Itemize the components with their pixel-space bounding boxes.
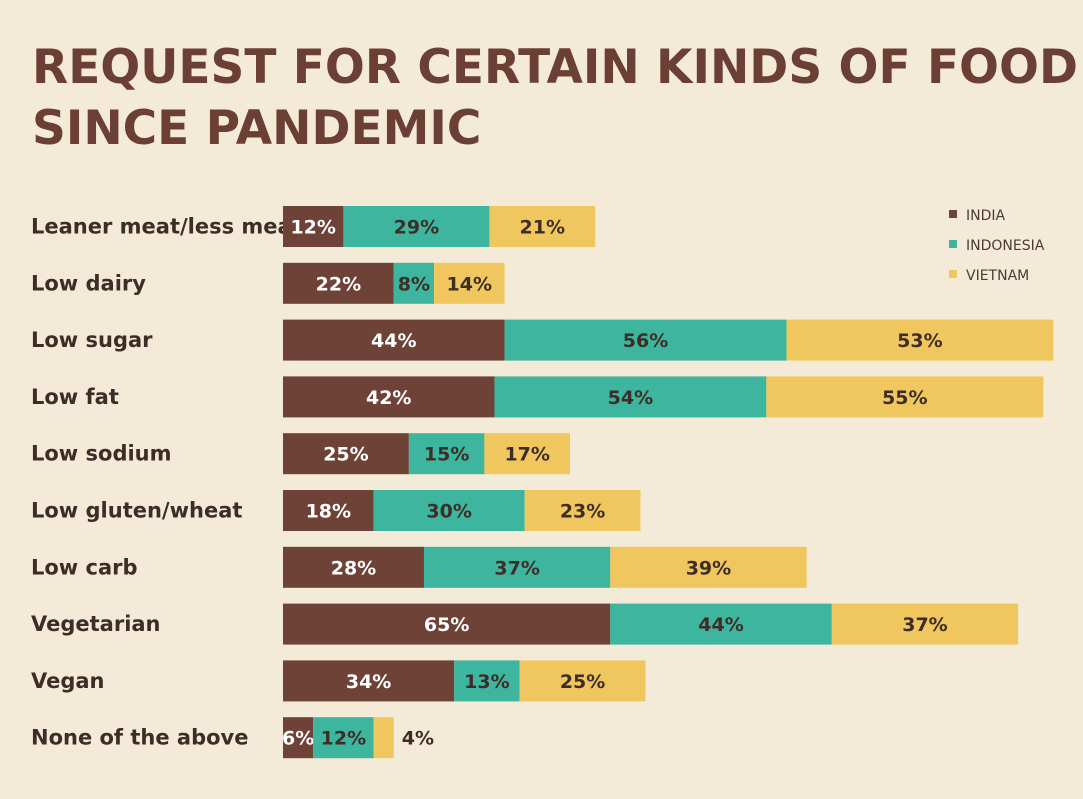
category-label-low-sugar: Low sugar [31,328,153,352]
chart-title-line-2: SINCE PANDEMIC [32,101,482,156]
legend-label-india: INDIA [966,208,1006,224]
bar-none-of-the-above-vietnam [373,717,394,759]
bar-vegetarian-india [283,603,611,645]
bar-low-gluten-wheat-indonesia [373,490,525,531]
bar-vegan-indonesia [454,660,520,702]
data-label-low-fat-vietnam: 55% [882,387,927,409]
data-label-vegan-vietnam: 25% [560,671,605,693]
data-label-vegetarian-vietnam: 37% [902,614,947,636]
bar-leaner-meat-less-meat-india [283,206,344,247]
bar-low-carb-vietnam [610,546,807,588]
data-label-low-sodium-indonesia: 15% [424,444,469,466]
bar-low-dairy-indonesia [393,262,435,304]
data-label-low-sugar-vietnam: 53% [897,330,942,352]
chart-title-line-1: REQUEST FOR CERTAIN KINDS OF FOOD [32,40,1078,95]
data-label-none-of-the-above-india: 6% [282,728,314,750]
bar-low-sugar-indonesia [504,319,787,361]
bar-low-dairy-india [283,262,394,304]
bar-low-sodium-vietnam [484,433,570,475]
data-label-none-of-the-above-vietnam: 4% [402,728,434,750]
data-label-low-gluten-wheat-vietnam: 23% [560,501,605,523]
category-label-none-of-the-above: None of the above [31,726,249,750]
data-label-low-gluten-wheat-india: 18% [306,501,351,523]
legend-swatch-india [949,210,957,218]
data-label-low-sugar-india: 44% [371,330,416,352]
data-label-leaner-meat-less-meat-india: 12% [290,217,335,239]
data-label-low-sugar-indonesia: 56% [623,330,668,352]
bar-low-dairy-vietnam [434,262,505,304]
bar-low-sodium-india [283,433,409,475]
data-label-low-dairy-vietnam: 14% [447,273,492,295]
bar-vegan-india [283,660,455,702]
data-label-vegan-indonesia: 13% [464,671,509,693]
bar-low-carb-indonesia [423,546,611,588]
category-label-low-carb: Low carb [31,555,138,579]
bar-low-sodium-indonesia [408,433,485,475]
bar-low-sugar-vietnam [786,319,1054,361]
category-label-low-gluten-wheat: Low gluten/wheat [31,499,242,523]
data-label-vegan-india: 34% [346,671,391,693]
data-label-low-dairy-india: 22% [316,273,361,295]
category-label-low-sodium: Low sodium [31,442,172,466]
bar-low-carb-india [283,546,424,588]
bar-low-fat-indonesia [494,376,767,418]
bar-vegan-vietnam [519,660,646,702]
bar-low-gluten-wheat-vietnam [524,490,641,531]
category-label-low-fat: Low fat [31,385,119,409]
bar-none-of-the-above-india [283,717,314,759]
bar-low-fat-india [283,376,495,418]
data-label-low-sodium-vietnam: 17% [504,444,549,466]
data-label-low-gluten-wheat-indonesia: 30% [426,501,471,523]
data-label-vegetarian-india: 65% [424,614,469,636]
category-label-low-dairy: Low dairy [31,271,146,295]
category-label-vegetarian: Vegetarian [31,612,161,636]
bar-leaner-meat-less-meat-indonesia [343,206,490,247]
data-label-leaner-meat-less-meat-indonesia: 29% [394,217,439,239]
bar-low-gluten-wheat-india [283,490,374,531]
bar-vegetarian-vietnam [831,603,1019,645]
legend-swatch-indonesia [949,240,957,248]
legend-swatch-vietnam [949,270,957,278]
data-label-low-fat-india: 42% [366,387,411,409]
data-label-low-carb-india: 28% [331,557,376,579]
data-label-low-dairy-indonesia: 8% [398,273,430,295]
data-label-low-sodium-india: 25% [323,444,368,466]
bar-vegetarian-indonesia [610,603,832,645]
data-label-low-fat-indonesia: 54% [608,387,653,409]
legend-label-indonesia: INDONESIA [966,238,1045,254]
bar-none-of-the-above-indonesia [313,717,374,759]
data-label-none-of-the-above-indonesia: 12% [321,728,366,750]
bar-low-sugar-india [283,319,505,361]
data-label-low-carb-vietnam: 39% [686,557,731,579]
data-label-leaner-meat-less-meat-vietnam: 21% [520,217,565,239]
category-label-vegan: Vegan [31,669,105,693]
category-label-leaner-meat-less-meat: Leaner meat/less meat [31,215,302,239]
data-label-low-carb-indonesia: 37% [494,557,539,579]
bar-low-fat-vietnam [766,376,1044,418]
data-label-vegetarian-indonesia: 44% [698,614,743,636]
bar-leaner-meat-less-meat-vietnam [489,206,596,247]
legend-label-vietnam: VIETNAM [966,268,1029,284]
